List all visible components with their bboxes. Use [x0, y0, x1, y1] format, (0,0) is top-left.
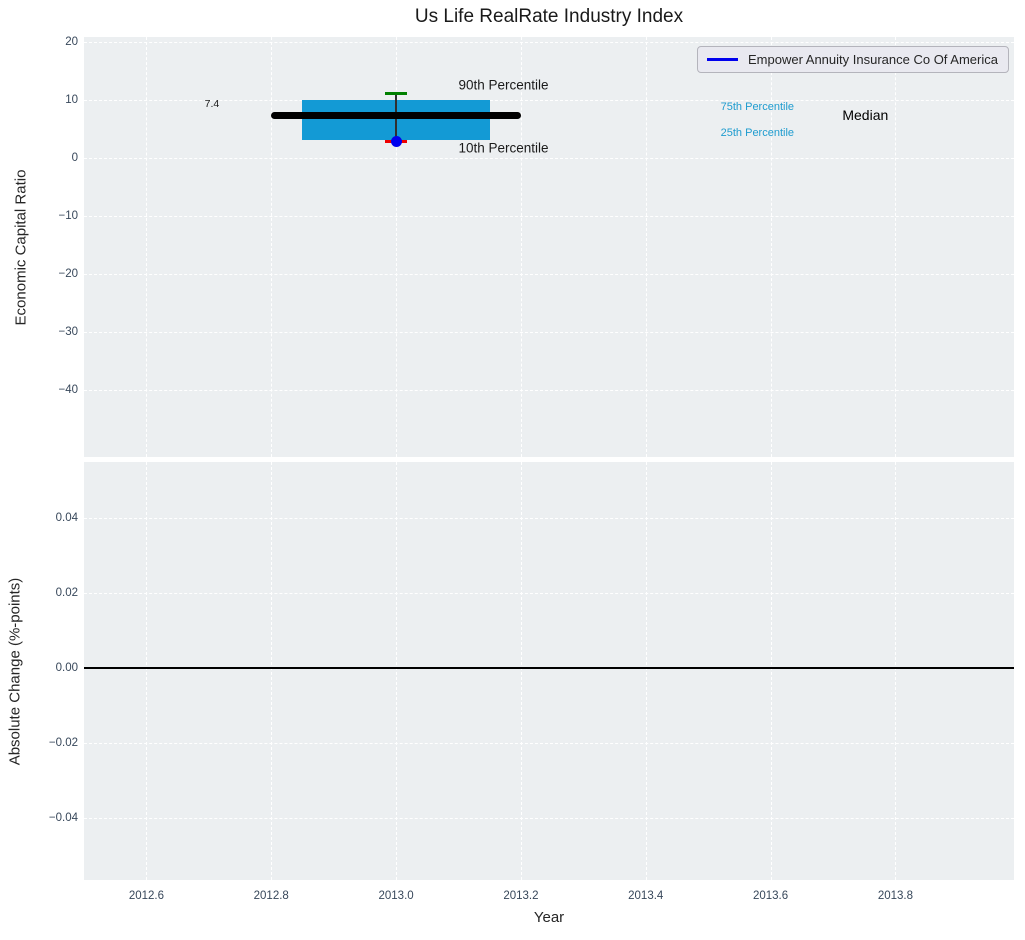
y-tick-label-top: 20: [65, 36, 78, 49]
gridline-vertical: [271, 37, 273, 457]
gridline-vertical: [770, 37, 772, 457]
x-tick-label: 2013.0: [378, 890, 414, 902]
gridline-vertical: [146, 37, 148, 457]
x-axis-label: Year: [533, 909, 565, 926]
gridline-horizontal: [84, 158, 1014, 160]
p90-cap: [385, 91, 407, 95]
y-tick-label-top: −20: [58, 267, 78, 280]
y-tick-label-top: 10: [65, 94, 78, 107]
annotation-median-label: Median: [842, 106, 889, 123]
y-tick-label-bottom: −0.02: [48, 737, 78, 750]
y-axis-label-bottom: Absolute Change (%-points): [6, 577, 24, 765]
gridline-horizontal: [84, 389, 1014, 391]
gridline-vertical: [645, 37, 647, 457]
gridline-vertical: [396, 462, 398, 880]
y-tick-label-bottom: 0.02: [55, 586, 78, 599]
gridline-vertical: [895, 462, 897, 880]
annotation-median-value-label: 7.4: [204, 97, 220, 110]
gridline-horizontal: [84, 592, 1014, 594]
gridline-horizontal: [84, 42, 1014, 44]
gridline-vertical: [396, 37, 398, 457]
annotation-p90-label: 90th Percentile: [458, 77, 549, 93]
gridline-vertical: [271, 462, 273, 880]
y-tick-label-bottom: 0.04: [55, 511, 78, 524]
bottom-plot-area: [84, 462, 1014, 880]
x-tick-label: 2012.6: [128, 890, 164, 902]
zero-line: [84, 666, 1014, 669]
gridline-vertical: [895, 37, 897, 457]
x-tick-label: 2013.8: [877, 890, 913, 902]
y-tick-label-top: −10: [58, 210, 78, 222]
gridline-horizontal: [84, 818, 1014, 820]
gridline-horizontal: [84, 100, 1014, 102]
annotation-q75-label: 75th Percentile: [720, 101, 795, 114]
gridline-vertical: [146, 462, 148, 880]
x-tick-label: 2013.6: [752, 890, 789, 902]
legend: Empower Annuity Insurance Co Of America: [696, 46, 1009, 73]
median-line: [271, 111, 521, 119]
y-axis-label-top: Economic Capital Ratio: [12, 169, 30, 325]
top-plot-area: 7.4 90th Percentile 10th Percentile 75th Pe…: [84, 37, 1014, 457]
gridline-horizontal: [84, 273, 1014, 275]
x-tick-label: 2012.8: [253, 890, 289, 902]
x-tick-label: 2013.4: [628, 890, 664, 902]
y-tick-label-bottom: −0.04: [48, 812, 78, 825]
y-tick-label-bottom: 0.00: [55, 661, 78, 674]
gridline-horizontal: [84, 331, 1014, 333]
chart-title: Us Life RealRate Industry Index: [414, 6, 684, 27]
annotation-p10-label: 10th Percentile: [458, 140, 549, 156]
y-tick-label-top: −40: [58, 383, 78, 396]
y-tick-label-top: −30: [58, 325, 78, 338]
gridline-horizontal: [84, 216, 1014, 217]
gridline-vertical: [520, 37, 522, 457]
y-tick-label-top: 0: [71, 152, 78, 165]
legend-label: Empower Annuity Insurance Co Of America: [747, 52, 998, 67]
gridline-vertical: [770, 462, 772, 880]
gridline-horizontal: [84, 743, 1014, 745]
gridline-horizontal: [84, 517, 1014, 519]
legend-line-icon: [706, 58, 738, 61]
x-tick-label: 2013.2: [503, 890, 539, 902]
gridline-vertical: [645, 462, 647, 880]
gridline-vertical: [520, 462, 522, 880]
company-marker: [390, 136, 402, 148]
annotation-q25-label: 25th Percentile: [720, 127, 795, 140]
